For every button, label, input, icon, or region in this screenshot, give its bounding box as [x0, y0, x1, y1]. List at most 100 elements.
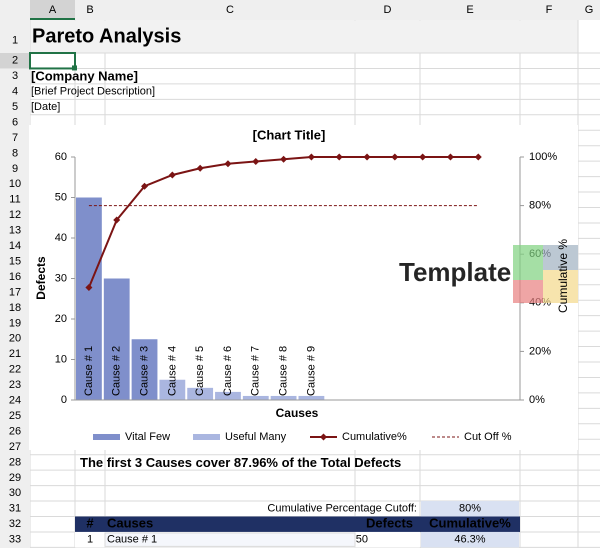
category-label: Cause # 9 — [305, 346, 317, 396]
row-header[interactable]: 17 — [9, 286, 21, 298]
y2-axis-label: Cumulative % — [556, 239, 570, 313]
row-header[interactable]: 27 — [9, 441, 21, 453]
row-header[interactable]: 8 — [12, 147, 18, 159]
selected-row-header — [0, 53, 30, 69]
row-header[interactable]: 30 — [9, 487, 21, 499]
row-header[interactable]: 33 — [9, 534, 21, 546]
cum-cell — [421, 531, 519, 548]
category-label: Cause # 2 — [111, 346, 123, 396]
cutoff-label: Cumulative Percentage Cutoff: — [267, 503, 417, 515]
row-header[interactable]: 31 — [9, 503, 21, 515]
row-header[interactable]: 18 — [9, 302, 21, 314]
marker — [363, 153, 371, 161]
table-cell: 46.3% — [454, 534, 485, 546]
cutoff-cell[interactable] — [421, 501, 519, 517]
legend-label: Vital Few — [125, 431, 170, 443]
row-header[interactable]: 29 — [9, 472, 21, 484]
row-header[interactable]: 19 — [9, 317, 21, 329]
y-tick-label: 10 — [55, 353, 67, 365]
watermark-text: Template — [399, 257, 511, 287]
y-tick-label: 0 — [61, 394, 67, 406]
row-header[interactable]: 23 — [9, 379, 21, 391]
bar — [242, 395, 269, 400]
company-name: [Company Name] — [31, 69, 138, 84]
table-cell: 50 — [356, 534, 368, 546]
bar — [159, 379, 186, 400]
row-header[interactable]: 3 — [12, 70, 18, 82]
selected-col-header — [30, 0, 75, 20]
legend-marker — [320, 433, 327, 441]
row-header[interactable]: 13 — [9, 225, 21, 237]
row-header[interactable]: 24 — [9, 395, 21, 407]
watermark-tile — [543, 245, 578, 270]
row-header[interactable]: 12 — [9, 209, 21, 221]
row-header[interactable]: 20 — [9, 333, 21, 345]
category-label: Cause # 8 — [278, 346, 290, 396]
row-header[interactable]: 11 — [9, 194, 20, 206]
y2-tick-label: 20% — [529, 345, 551, 357]
row-header[interactable]: 7 — [12, 132, 18, 144]
row-header[interactable]: 1 — [12, 34, 18, 46]
marker — [335, 153, 343, 161]
y2-tick-label: 80% — [529, 200, 551, 212]
table-header-bg — [75, 516, 520, 532]
legend-label: Cut Off % — [464, 431, 512, 443]
bar — [103, 278, 130, 400]
row-header[interactable]: 4 — [12, 86, 18, 98]
row-header[interactable]: 2 — [12, 55, 18, 67]
row-header[interactable]: 21 — [9, 348, 21, 360]
category-label: Cause # 5 — [194, 346, 206, 396]
marker — [252, 157, 260, 165]
row-header[interactable]: 28 — [9, 456, 21, 468]
marker — [85, 283, 93, 291]
column-header[interactable]: A — [49, 4, 57, 16]
y-tick-label: 30 — [55, 272, 67, 284]
column-header[interactable]: G — [585, 4, 594, 16]
row-header[interactable]: 9 — [12, 163, 18, 175]
x-axis-label: Causes — [276, 406, 319, 420]
row-header-bar — [0, 20, 30, 548]
marker — [391, 153, 399, 161]
description: [Brief Project Description] — [31, 86, 155, 98]
selected-cell[interactable] — [29, 52, 76, 70]
column-header[interactable]: D — [384, 4, 392, 16]
row-header[interactable]: 32 — [9, 518, 21, 530]
row-header[interactable]: 14 — [9, 240, 21, 252]
column-header[interactable]: E — [466, 4, 473, 16]
column-header[interactable]: F — [546, 4, 553, 16]
row-header[interactable]: 5 — [12, 101, 18, 113]
marker — [113, 216, 121, 224]
marker — [196, 164, 204, 172]
bar — [187, 387, 214, 400]
table-cell: 1 — [87, 534, 93, 546]
table-header: # — [86, 516, 94, 531]
row-header[interactable]: 25 — [9, 410, 21, 422]
row-header[interactable]: 16 — [9, 271, 21, 283]
chart-title: [Chart Title] — [253, 127, 326, 142]
marker — [474, 153, 482, 161]
row-header[interactable]: 22 — [9, 364, 21, 376]
row-header[interactable]: 26 — [9, 425, 21, 437]
row-header[interactable]: 6 — [12, 116, 18, 128]
date: [Date] — [31, 101, 60, 113]
marker — [280, 155, 288, 163]
table-header: Defects — [366, 516, 413, 531]
category-label: Cause # 3 — [138, 346, 150, 396]
title-band — [30, 20, 578, 53]
marker — [224, 160, 232, 168]
category-label: Cause # 4 — [166, 346, 178, 396]
column-header[interactable]: C — [226, 4, 234, 16]
bar — [76, 197, 102, 400]
legend-label: Useful Many — [225, 431, 287, 443]
row-header[interactable]: 10 — [9, 178, 21, 190]
y-axis-label: Defects — [34, 256, 48, 300]
row-header[interactable]: 15 — [9, 255, 21, 267]
marker — [168, 171, 176, 179]
marker — [419, 153, 427, 161]
category-label: Cause # 1 — [83, 346, 95, 396]
marker — [141, 182, 149, 190]
column-header[interactable]: B — [86, 4, 93, 16]
sheet-title: Pareto Analysis — [32, 25, 181, 47]
cause-cell[interactable] — [104, 532, 356, 547]
y2-tick-label: 100% — [529, 151, 557, 163]
